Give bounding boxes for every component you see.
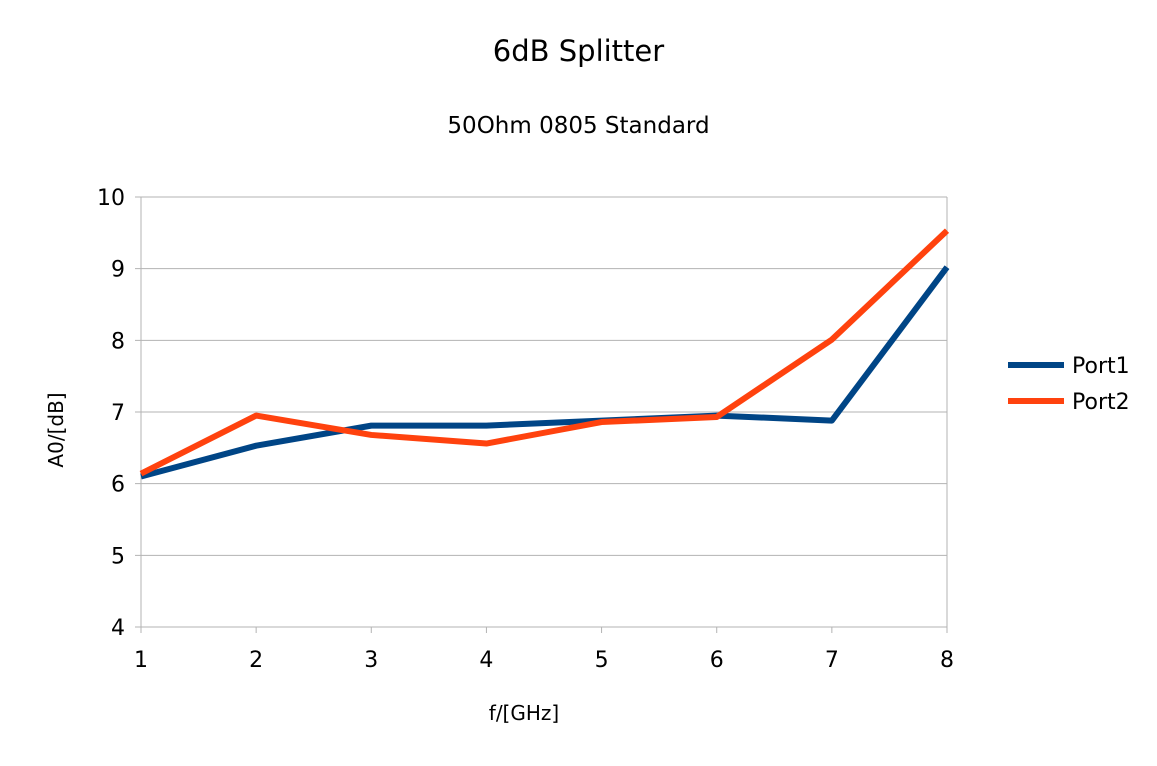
x-axis-label: f/[GHz] (489, 701, 559, 725)
legend-label-port2: Port2 (1072, 390, 1130, 415)
y-tick-label: 7 (111, 401, 125, 426)
y-axis-label: A0/[dB] (44, 392, 68, 467)
x-tick-label: 8 (940, 648, 954, 673)
y-tick-label: 8 (111, 329, 125, 354)
tick-labels: 4 5 6 7 8 9 10 1 2 3 4 5 6 7 8 (97, 186, 954, 673)
x-tick-label: 7 (825, 648, 839, 673)
series-line-port1 (140, 265, 950, 480)
legend: Port1 Port2 (1008, 354, 1130, 415)
y-tick-label: 4 (111, 616, 125, 641)
series-line-port2 (139, 228, 950, 477)
x-tick-label: 3 (364, 648, 378, 673)
x-tick-label: 1 (134, 648, 148, 673)
legend-label-port1: Port1 (1072, 354, 1130, 379)
series-lines (139, 228, 950, 480)
x-tick-label: 5 (595, 648, 609, 673)
grid-lines (135, 196, 947, 628)
chart-title: 6dB Splitter (492, 34, 665, 68)
axes (140, 197, 948, 633)
chart-subtitle: 50Ohm 0805 Standard (447, 113, 710, 139)
y-tick-label: 9 (111, 258, 125, 283)
y-tick-label: 6 (111, 473, 125, 498)
x-tick-label: 6 (710, 648, 724, 673)
x-tick-label: 4 (479, 648, 493, 673)
y-tick-label: 10 (97, 186, 125, 211)
y-tick-label: 5 (111, 544, 125, 569)
x-tick-label: 2 (249, 648, 263, 673)
